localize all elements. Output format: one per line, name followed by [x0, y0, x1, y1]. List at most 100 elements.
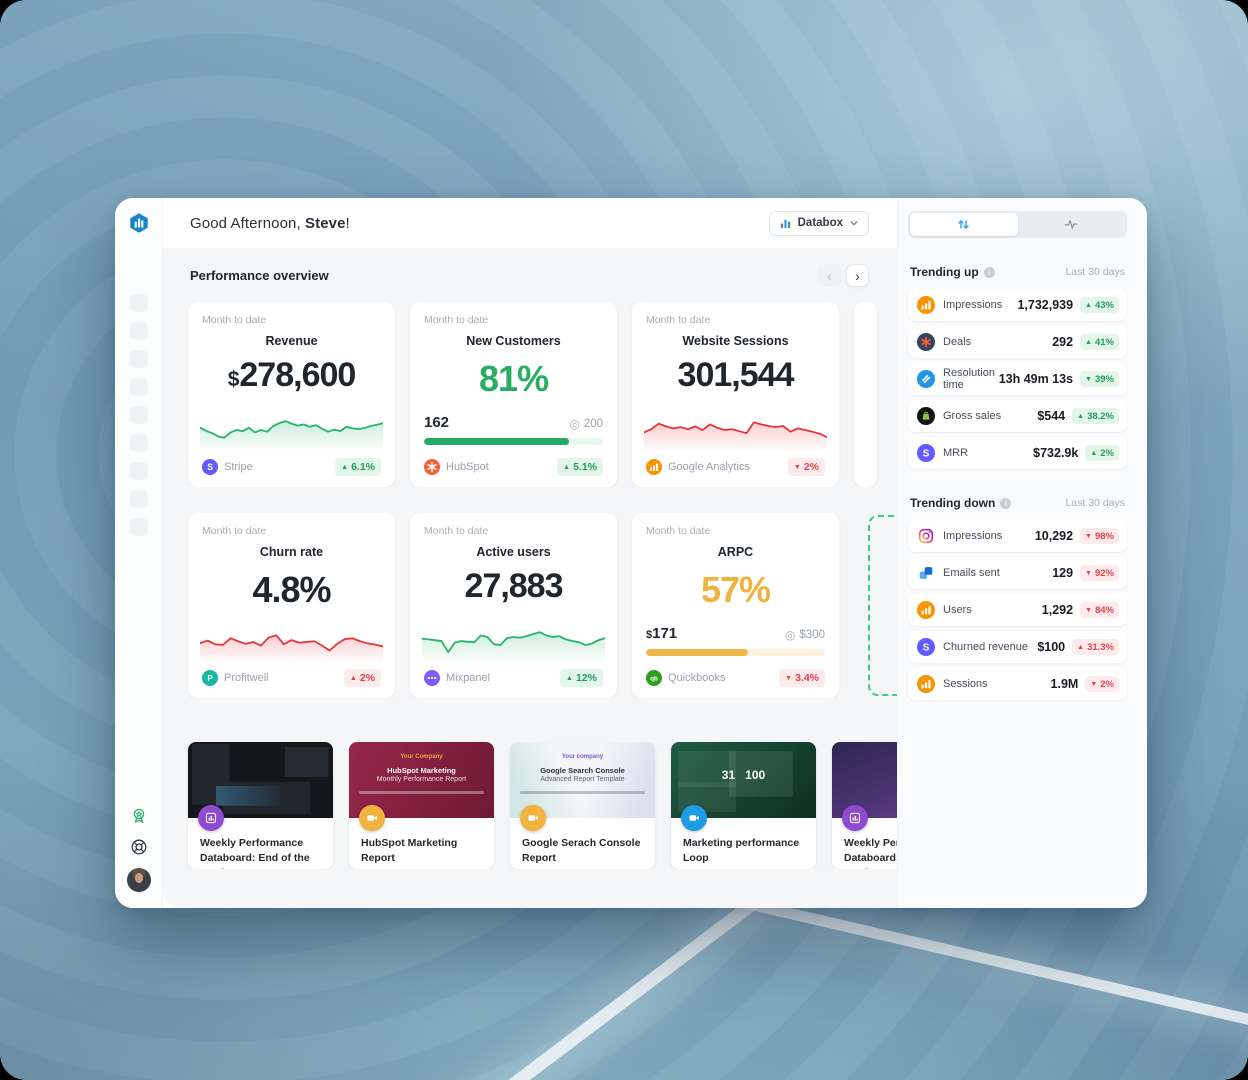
thumbnail-title: HubSpot Marketing: [387, 766, 456, 775]
trending-item[interactable]: S MRR $732.9k ▲ 2%: [908, 437, 1127, 469]
greeting: Good Afternoon, Steve!: [190, 215, 350, 232]
template-card-google-search-console[interactable]: Your company Google Search Console Advan…: [510, 742, 655, 869]
card-title: Website Sessions: [682, 334, 789, 348]
card-value: 81%: [478, 358, 549, 399]
sidebar-nav-placeholder: [129, 378, 148, 396]
google-analytics-icon: [646, 459, 662, 475]
chevron-down-icon: [850, 221, 858, 226]
change-badge: ▼ 92%: [1080, 565, 1119, 581]
workspace-selector[interactable]: Databox: [768, 210, 869, 236]
change-badge: ▲ 43%: [1080, 297, 1119, 313]
change-badge: ▼ 2%: [1085, 676, 1119, 692]
metric-card-website-sessions[interactable]: Month to date Website Sessions 301,544 G…: [632, 302, 839, 487]
peeking-card[interactable]: [854, 302, 877, 487]
carousel-prev-button[interactable]: ‹: [818, 264, 841, 287]
card-period: Month to date: [646, 314, 711, 326]
progress-current: 162: [424, 413, 450, 431]
template-card-weekly-performance-2[interactable]: Weekly Performance Databoard: End of the…: [832, 742, 897, 869]
trending-item[interactable]: Users 1,292 ▼ 84%: [908, 594, 1127, 626]
workspace-name: Databox: [797, 217, 843, 229]
trending-item[interactable]: S Churned revenue $100 ▲ 31.3%: [908, 631, 1127, 663]
change-badge: ▲ 38.2%: [1072, 408, 1119, 424]
sidebar-nav-placeholder: [129, 490, 148, 508]
metric-card-active-users[interactable]: Month to date Active users 27,883 Mixpan…: [410, 513, 617, 698]
trending-item[interactable]: Gross sales $544 ▲ 38.2%: [908, 400, 1127, 432]
sidebar-nav-placeholders: [129, 294, 148, 536]
metric-card-arpc[interactable]: Month to date ARPC 57% $171 ◎ $300 qb Qui…: [632, 513, 839, 698]
change-badge: ▲ 6.1%: [335, 458, 381, 476]
info-icon[interactable]: i: [1000, 497, 1012, 509]
source-name: Quickbooks: [668, 672, 726, 684]
user-avatar[interactable]: [126, 868, 151, 892]
greeting-suffix: !: [345, 214, 350, 232]
sidebar-nav-placeholder: [129, 406, 148, 424]
chevron-right-icon: ›: [855, 267, 860, 284]
data-source: Mixpanel: [424, 670, 490, 686]
pulse-icon: [1064, 220, 1078, 229]
card-title: New Customers: [466, 334, 561, 348]
metric-card-churn-rate[interactable]: Month to date Churn rate 4.8% P Profitwe…: [188, 513, 395, 698]
data-source: qb Quickbooks: [646, 670, 725, 686]
stripe-icon: S: [917, 444, 935, 462]
goal-icon: ◎: [569, 416, 580, 431]
sidebar-nav-placeholder: [129, 350, 148, 368]
carousel-next-button[interactable]: ›: [846, 264, 869, 287]
template-title: Google Serach Console Report: [522, 837, 641, 865]
source-name: Mixpanel: [446, 672, 491, 684]
google-analytics-icon: [917, 675, 935, 693]
card-title: Active users: [476, 545, 551, 559]
panel-view-toggle: [908, 211, 1127, 238]
help-button[interactable]: [129, 837, 149, 857]
google-analytics-icon: [917, 601, 935, 619]
databoard-type-icon: [842, 805, 868, 831]
section-title: Performance overview: [190, 268, 329, 283]
metric-card-revenue[interactable]: Month to date Revenue $278,600 S Stripe …: [188, 302, 395, 487]
app-window: Good Afternoon, Steve! Databox Performan…: [115, 198, 1147, 908]
app-sidebar: [115, 198, 163, 908]
change-badge: ▲ 31.3%: [1072, 639, 1119, 655]
hubspot-icon: [424, 459, 440, 475]
trending-item[interactable]: Deals 292 ▲ 41%: [908, 326, 1127, 358]
metric-card-new-customers[interactable]: Month to date New Customers 81% 162 ◎ 200…: [410, 302, 617, 487]
trending-item[interactable]: Sessions 1.9M ▼ 2%: [908, 668, 1127, 700]
trending-item[interactable]: Impressions 1,732,939 ▲ 43%: [908, 289, 1127, 321]
add-card-dropzone[interactable]: [868, 515, 897, 696]
thumbnail-company: Your Company: [400, 754, 443, 760]
databox-logo[interactable]: [128, 212, 150, 234]
sparkline-chart: [422, 613, 605, 663]
sparkline-chart: [200, 402, 383, 452]
progress-current: $171: [646, 624, 678, 642]
greeting-user-name: Steve: [305, 214, 346, 232]
databox-hexagon-icon: [129, 213, 148, 233]
card-period: Month to date: [202, 525, 267, 537]
template-card-marketing-loop[interactable]: 31 100 Marketing performance Loop: [671, 742, 816, 869]
svg-text:S: S: [923, 643, 930, 654]
trending-item[interactable]: Impressions 10,292 ▼ 98%: [908, 520, 1127, 552]
toggle-trending-view[interactable]: [910, 213, 1018, 236]
hubspot-dark-icon: [917, 333, 935, 351]
template-title: Marketing performance Loop: [683, 837, 800, 865]
thumbnail-title: Google Search Console: [540, 766, 625, 775]
toggle-activity-view[interactable]: [1018, 213, 1126, 236]
progress-target: ◎ $300: [784, 627, 825, 642]
card-value: $278,600: [227, 356, 357, 394]
change-badge: ▲ 2%: [343, 669, 381, 687]
sidebar-nav-placeholder: [129, 518, 148, 536]
change-badge: ▼ 2%: [787, 458, 825, 476]
loop-video-icon: [681, 805, 707, 831]
emails-icon: [919, 567, 933, 579]
template-card-weekly-performance[interactable]: Weekly Performance Databoard: End of the…: [188, 742, 333, 869]
quickbooks-icon: qb: [646, 670, 662, 686]
shopify-icon: [917, 407, 935, 425]
trending-down-header: Trending down i Last 30 days: [908, 496, 1127, 510]
progress-target: ◎ 200: [569, 416, 603, 431]
rewards-button[interactable]: [129, 806, 149, 826]
source-name: Stripe: [224, 461, 253, 473]
data-source: Google Analytics: [646, 459, 750, 475]
trending-item[interactable]: Emails sent 129 ▼ 92%: [908, 557, 1127, 589]
thumbnail-caption-line: [520, 791, 645, 794]
template-card-hubspot-marketing[interactable]: Your Company HubSpot Marketing Monthly P…: [349, 742, 494, 869]
change-badge: ▲ 41%: [1080, 334, 1119, 350]
info-icon[interactable]: i: [983, 266, 995, 278]
trending-item[interactable]: Resolution time 13h 49m 13s ▼ 39%: [908, 363, 1127, 395]
